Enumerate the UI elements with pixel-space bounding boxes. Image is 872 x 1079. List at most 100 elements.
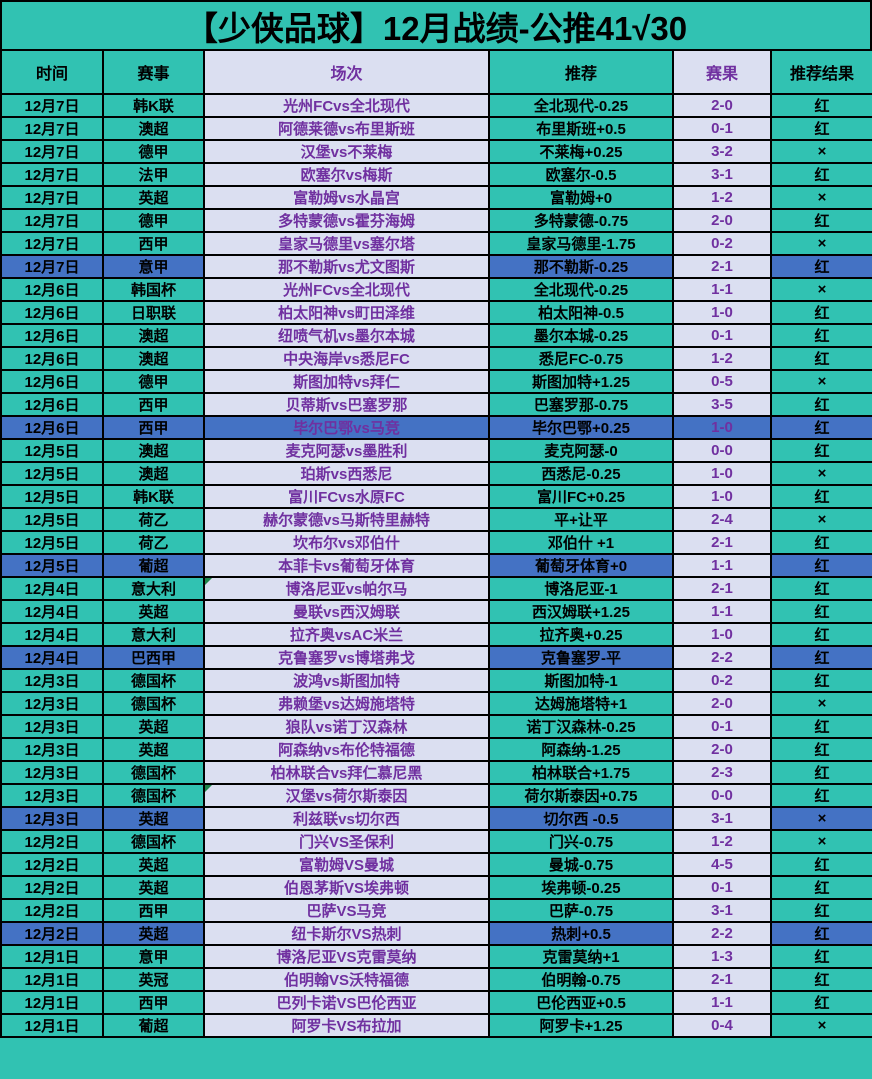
cell-score: 2-0 bbox=[672, 691, 772, 716]
cell-date: 12月2日 bbox=[0, 875, 104, 900]
comment-marker-icon bbox=[206, 579, 212, 585]
cell-pick: 荷尔斯泰因+0.75 bbox=[488, 783, 674, 808]
cell-date: 12月6日 bbox=[0, 323, 104, 348]
comment-marker-icon bbox=[206, 786, 212, 792]
cell-score: 1-1 bbox=[672, 277, 772, 302]
cell-result: 红 bbox=[770, 921, 872, 946]
cell-league: 德国杯 bbox=[102, 760, 205, 785]
cell-score: 4-5 bbox=[672, 852, 772, 877]
cell-match: 欧塞尔vs梅斯 bbox=[203, 162, 490, 187]
cell-match: 富勒姆VS曼城 bbox=[203, 852, 490, 877]
cell-pick: 拉齐奥+0.25 bbox=[488, 622, 674, 647]
cell-pick: 全北现代-0.25 bbox=[488, 93, 674, 118]
cell-result: 红 bbox=[770, 438, 872, 463]
cell-league: 澳超 bbox=[102, 323, 205, 348]
cell-pick: 不莱梅+0.25 bbox=[488, 139, 674, 164]
cell-match: 弗赖堡vs达姆施塔特 bbox=[203, 691, 490, 716]
cell-league: 荷乙 bbox=[102, 507, 205, 532]
table-row: 12月6日 韩国杯 光州FCvs全北现代 全北现代-0.25 1-1 × bbox=[0, 277, 872, 302]
cell-result: 红 bbox=[770, 944, 872, 969]
table-row: 12月1日 葡超 阿罗卡VS布拉加 阿罗卡+1.25 0-4 × bbox=[0, 1013, 872, 1038]
table-row: 12月4日 意大利 拉齐奥vsAC米兰 拉齐奥+0.25 1-0 红 bbox=[0, 622, 872, 647]
cell-date: 12月3日 bbox=[0, 668, 104, 693]
table-row: 12月2日 英超 纽卡斯尔VS热刺 热刺+0.5 2-2 红 bbox=[0, 921, 872, 946]
cell-league: 德甲 bbox=[102, 208, 205, 233]
cell-match: 狼队vs诺丁汉森林 bbox=[203, 714, 490, 739]
cell-match: 贝蒂斯vs巴塞罗那 bbox=[203, 392, 490, 417]
cell-result: 红 bbox=[770, 645, 872, 670]
cell-date: 12月2日 bbox=[0, 852, 104, 877]
cell-result: 红 bbox=[770, 208, 872, 233]
cell-match: 巴萨VS马竞 bbox=[203, 898, 490, 923]
table-row: 12月3日 英超 狼队vs诺丁汉森林 诺丁汉森林-0.25 0-1 红 bbox=[0, 714, 872, 739]
cell-date: 12月7日 bbox=[0, 139, 104, 164]
table-row: 12月5日 韩K联 富川FCvs水原FC 富川FC+0.25 1-0 红 bbox=[0, 484, 872, 509]
cell-date: 12月7日 bbox=[0, 116, 104, 141]
cell-league: 澳超 bbox=[102, 116, 205, 141]
cell-date: 12月3日 bbox=[0, 783, 104, 808]
cell-match: 拉齐奥vsAC米兰 bbox=[203, 622, 490, 647]
cell-league: 西甲 bbox=[102, 392, 205, 417]
cell-match: 光州FCvs全北现代 bbox=[203, 277, 490, 302]
cell-pick: 悉尼FC-0.75 bbox=[488, 346, 674, 371]
cell-match: 克鲁塞罗vs博塔弗戈 bbox=[203, 645, 490, 670]
cell-match: 斯图加特vs拜仁 bbox=[203, 369, 490, 394]
cell-league: 德国杯 bbox=[102, 668, 205, 693]
cell-match: 富勒姆vs水晶宫 bbox=[203, 185, 490, 210]
cell-pick: 平+让平 bbox=[488, 507, 674, 532]
cell-pick: 全北现代-0.25 bbox=[488, 277, 674, 302]
cell-league: 西甲 bbox=[102, 990, 205, 1015]
table-row: 12月3日 德国杯 弗赖堡vs达姆施塔特 达姆施塔特+1 2-0 × bbox=[0, 691, 872, 716]
cell-pick: 巴萨-0.75 bbox=[488, 898, 674, 923]
cell-result: 红 bbox=[770, 116, 872, 141]
cell-match: 阿德莱德vs布里斯班 bbox=[203, 116, 490, 141]
table-row: 12月5日 澳超 麦克阿瑟vs墨胜利 麦克阿瑟-0 0-0 红 bbox=[0, 438, 872, 463]
cell-league: 西甲 bbox=[102, 898, 205, 923]
cell-score: 2-0 bbox=[672, 93, 772, 118]
cell-date: 12月4日 bbox=[0, 645, 104, 670]
cell-score: 2-1 bbox=[672, 967, 772, 992]
cell-league: 英超 bbox=[102, 806, 205, 831]
cell-league: 英超 bbox=[102, 599, 205, 624]
cell-score: 2-1 bbox=[672, 254, 772, 279]
cell-score: 0-2 bbox=[672, 231, 772, 256]
table-row: 12月7日 德甲 汉堡vs不莱梅 不莱梅+0.25 3-2 × bbox=[0, 139, 872, 164]
cell-date: 12月3日 bbox=[0, 806, 104, 831]
cell-match: 伯明翰VS沃特福德 bbox=[203, 967, 490, 992]
cell-result: × bbox=[770, 806, 872, 831]
cell-pick: 巴伦西亚+0.5 bbox=[488, 990, 674, 1015]
table-row: 12月6日 西甲 毕尔巴鄂vs马竞 毕尔巴鄂+0.25 1-0 红 bbox=[0, 415, 872, 440]
cell-match: 麦克阿瑟vs墨胜利 bbox=[203, 438, 490, 463]
cell-league: 英冠 bbox=[102, 967, 205, 992]
cell-pick: 多特蒙德-0.75 bbox=[488, 208, 674, 233]
cell-pick: 布里斯班+0.5 bbox=[488, 116, 674, 141]
cell-result: 红 bbox=[770, 668, 872, 693]
cell-date: 12月5日 bbox=[0, 553, 104, 578]
table-row: 12月4日 巴西甲 克鲁塞罗vs博塔弗戈 克鲁塞罗-平 2-2 红 bbox=[0, 645, 872, 670]
cell-match: 汉堡vs荷尔斯泰因 bbox=[203, 783, 490, 808]
cell-pick: 门兴-0.75 bbox=[488, 829, 674, 854]
cell-league: 德甲 bbox=[102, 139, 205, 164]
cell-result: × bbox=[770, 1013, 872, 1038]
cell-score: 3-1 bbox=[672, 898, 772, 923]
cell-pick: 毕尔巴鄂+0.25 bbox=[488, 415, 674, 440]
cell-score: 1-0 bbox=[672, 461, 772, 486]
cell-date: 12月5日 bbox=[0, 461, 104, 486]
cell-date: 12月3日 bbox=[0, 760, 104, 785]
cell-date: 12月4日 bbox=[0, 576, 104, 601]
cell-score: 1-0 bbox=[672, 484, 772, 509]
cell-pick: 克鲁塞罗-平 bbox=[488, 645, 674, 670]
table-row: 12月7日 德甲 多特蒙德vs霍芬海姆 多特蒙德-0.75 2-0 红 bbox=[0, 208, 872, 233]
cell-league: 德国杯 bbox=[102, 829, 205, 854]
cell-result: 红 bbox=[770, 599, 872, 624]
cell-date: 12月6日 bbox=[0, 415, 104, 440]
cell-pick: 欧塞尔-0.5 bbox=[488, 162, 674, 187]
cell-match: 曼联vs西汉姆联 bbox=[203, 599, 490, 624]
cell-score: 1-2 bbox=[672, 346, 772, 371]
cell-pick: 克雷莫纳+1 bbox=[488, 944, 674, 969]
results-table: 时间 赛事 场次 推荐 赛果 推荐结果 12月7日 韩K联 光州FCvs全北现代 全北… bbox=[0, 49, 872, 1038]
cell-score: 1-3 bbox=[672, 944, 772, 969]
cell-league: 葡超 bbox=[102, 553, 205, 578]
cell-match: 伯恩茅斯VS埃弗顿 bbox=[203, 875, 490, 900]
cell-pick: 富勒姆+0 bbox=[488, 185, 674, 210]
